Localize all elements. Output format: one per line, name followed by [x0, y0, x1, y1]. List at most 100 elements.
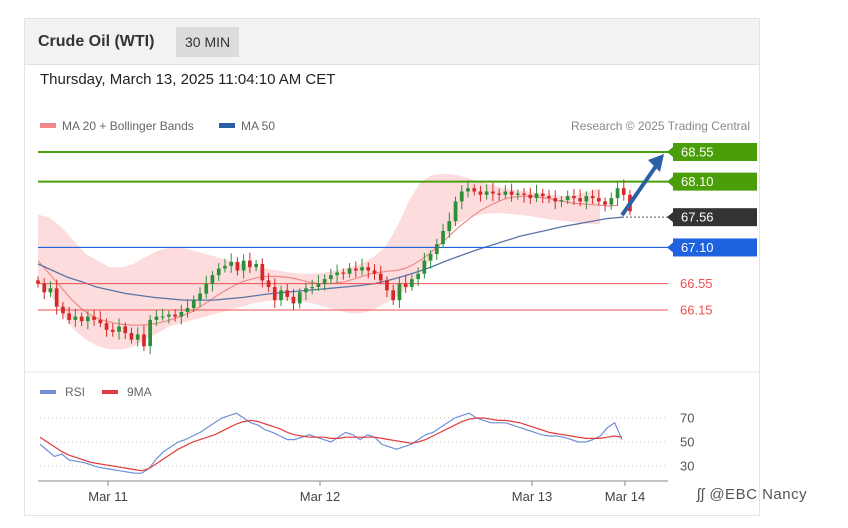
ma20-swatch [40, 123, 56, 129]
candle-body [185, 308, 190, 312]
candle-body [447, 221, 452, 231]
candle-body [621, 188, 626, 195]
candle-body [110, 329, 115, 332]
level-tag-label: 67.56 [681, 210, 714, 225]
candle-body [354, 268, 358, 271]
candle-body [36, 280, 40, 284]
candle-body [584, 196, 589, 202]
candle-body [297, 292, 302, 304]
candle-body [410, 279, 414, 287]
candle-body [167, 314, 171, 317]
bollinger-band-area [38, 173, 600, 350]
candle-body [578, 198, 582, 202]
candle-body [590, 196, 595, 199]
candle-body [129, 333, 134, 340]
candle-body [597, 198, 601, 202]
candle-body [329, 275, 333, 280]
candle-body [366, 267, 371, 271]
legend-ma20: MA 20 + Bollinger Bands [40, 119, 194, 133]
watermark: ʃʃ @EBC Nancy [697, 486, 808, 503]
candle-body [422, 260, 427, 274]
candle-body [547, 196, 551, 199]
candle-body [104, 323, 109, 330]
rsi-swatch [40, 390, 56, 394]
candle-body [522, 193, 526, 195]
candle-body [603, 201, 607, 205]
timeframe-badge[interactable]: 30 MIN [176, 27, 240, 57]
candle-body [385, 280, 389, 291]
level-tags: 68.55 68.10 67.56 67.10 66.55 66.15 [667, 143, 757, 318]
candle-body [223, 265, 227, 269]
candle-body [503, 191, 508, 195]
support-label: 66.55 [680, 276, 713, 291]
candle-body [86, 316, 90, 322]
x-tick-label: Mar 13 [512, 489, 552, 504]
candle-body [428, 254, 433, 261]
level-tag-label: 67.10 [681, 240, 714, 255]
level-tag-current [673, 208, 757, 227]
candle-body [173, 314, 177, 317]
level-tag-label: 68.55 [681, 145, 714, 160]
candle-body [534, 193, 539, 199]
candle-body [92, 316, 96, 320]
level-tag-resistance [673, 143, 757, 161]
level-tag-pointer [667, 242, 673, 253]
candle-body [148, 319, 152, 347]
candle-body [235, 261, 240, 271]
candle-body [285, 290, 290, 297]
candle-body [272, 287, 277, 301]
candle-body [42, 283, 47, 293]
candle-body [204, 283, 209, 294]
candle-body [553, 198, 558, 202]
candle-body [48, 288, 53, 293]
candle-body [54, 288, 59, 307]
candle-body [491, 191, 495, 194]
candle-body [198, 293, 202, 301]
candle-body [266, 280, 271, 287]
candle-body [459, 191, 464, 202]
candle-body [248, 260, 252, 268]
legend-ma50-label: MA 50 [241, 119, 276, 133]
research-credit: Research © 2025 Trading Central [571, 119, 750, 133]
candle-body [540, 193, 545, 197]
level-tag-pivot [673, 238, 757, 257]
support-label: 66.15 [680, 303, 713, 318]
candle-body [73, 316, 78, 320]
ma50-line [37, 216, 623, 301]
candle-body [229, 261, 233, 266]
bollinger-bands [38, 173, 600, 350]
x-tick-label: Mar 14 [605, 489, 645, 504]
rsi-line [39, 412, 623, 474]
price-levels [38, 151, 668, 311]
candle-body [79, 316, 84, 322]
candle-body [341, 272, 346, 274]
candle-body [310, 287, 314, 289]
candle-body [216, 268, 221, 276]
candle-body [279, 290, 283, 301]
level-tag-pointer [667, 212, 673, 223]
candle-body [241, 260, 246, 271]
candle-body [322, 279, 327, 284]
rsi-ma-legend-label: 9MA [127, 385, 152, 399]
candle-body [98, 319, 103, 324]
legend-ma50: MA 50 [219, 119, 275, 133]
candle-body [453, 201, 458, 222]
candle-body [615, 188, 620, 199]
candle-body [291, 296, 296, 304]
candle-body [135, 334, 140, 340]
candle-body [509, 191, 514, 195]
candle-body [466, 188, 470, 192]
x-axis: Mar 11 Mar 12 Mar 13 Mar 14 [38, 480, 668, 504]
rsi-legend-label: RSI [65, 385, 85, 399]
rsi-ma-swatch [102, 390, 118, 394]
candle-body [516, 193, 520, 195]
instrument-title: Crude Oil (WTI) [38, 33, 155, 50]
candle-body [478, 191, 483, 195]
candle-body [335, 272, 339, 276]
candle-body [117, 326, 121, 332]
candle-body [67, 313, 71, 320]
candle-body [191, 300, 196, 308]
candle-body [435, 244, 439, 255]
chart-datetime: Thursday, March 13, 2025 11:04:10 AM CET [40, 71, 336, 88]
